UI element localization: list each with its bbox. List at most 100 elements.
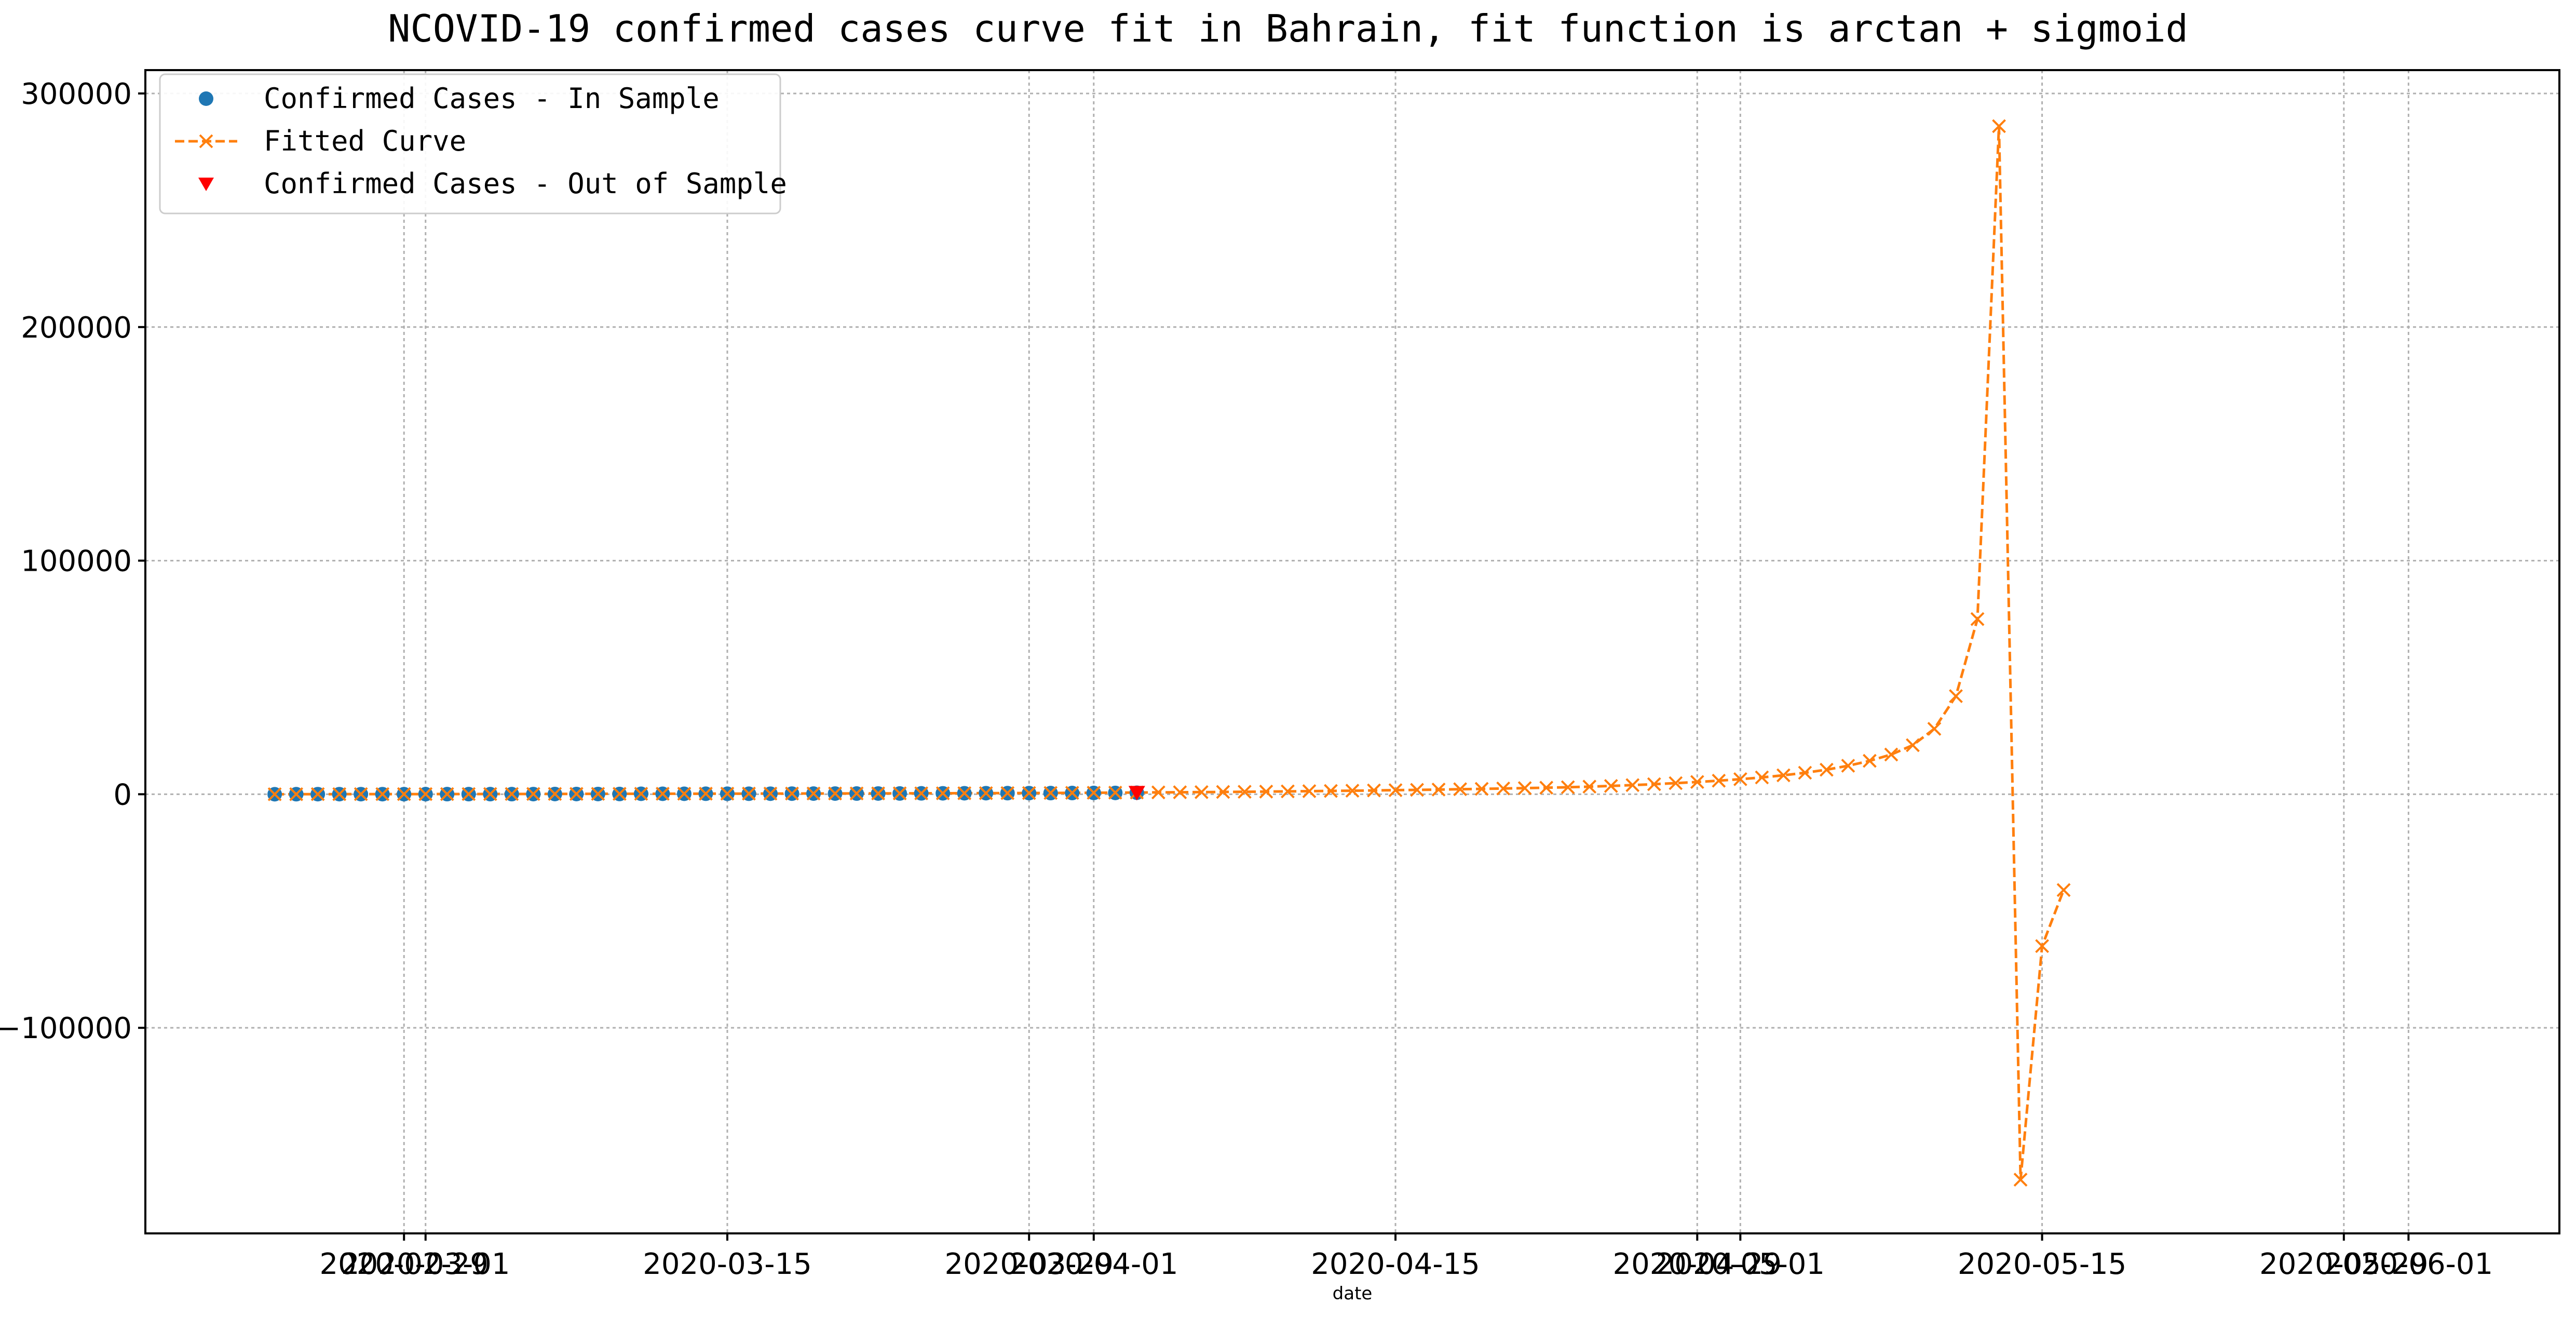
fitted-point [785, 786, 799, 801]
fitted-point [1927, 722, 1942, 736]
fitted-point [1690, 775, 1704, 789]
x-tick-label: 2020-04-29 [1613, 1247, 1782, 1281]
fitted-point [2035, 939, 2049, 953]
legend-marker-out-of-sample [198, 178, 214, 191]
legend-box [159, 73, 781, 214]
fitted-point [1259, 784, 1273, 799]
fitted-point [1087, 786, 1101, 800]
y-tick-label: 300000 [21, 77, 132, 111]
fitted-point [526, 787, 540, 801]
fitted-point [936, 786, 950, 800]
fitted-point [1281, 784, 1295, 799]
chart-title: NCOVID-19 confirmed cases curve fit in B… [388, 7, 2188, 50]
fitted-point [289, 787, 304, 801]
fitted-point [591, 787, 605, 801]
fitted-point [2013, 1173, 2028, 1187]
fitted-point [462, 787, 476, 801]
fitted-point [849, 786, 864, 801]
fitted-point [1194, 785, 1209, 799]
fitted-point [1539, 781, 1554, 795]
fitted-point [1474, 782, 1489, 796]
fitted-point [1431, 782, 1446, 797]
fitted-point [1496, 781, 1511, 796]
legend-marker-fitted [199, 134, 213, 149]
x-tick-label: 2020-03-15 [643, 1247, 811, 1281]
out-of-sample-point [1128, 786, 1145, 801]
fitted-point [1561, 780, 1575, 795]
fitted-point [310, 787, 325, 801]
fitted-point [1669, 776, 1683, 790]
fitted-point [957, 786, 972, 800]
fitted-point [871, 786, 886, 801]
fitted-point [742, 786, 756, 801]
y-tick-label: 0 [113, 778, 132, 812]
x-tick-label: 2020-03-29 [945, 1247, 1114, 1281]
fitted-point [1776, 768, 1791, 783]
fitted-point [332, 787, 347, 801]
fitted-point [1755, 770, 1769, 785]
fitted-point [1173, 785, 1187, 799]
fitted-point [1324, 784, 1338, 798]
fitted-point [1712, 773, 1726, 788]
fitted-point [612, 787, 627, 801]
fitted-point [634, 787, 648, 801]
fitted-point [979, 786, 993, 800]
fitted-point [375, 787, 390, 801]
legend-marker-in-sample [199, 91, 213, 106]
fitted-point [806, 786, 821, 801]
fitted-point [1345, 784, 1360, 798]
fitted-point [483, 787, 497, 801]
legend-x-marker [199, 134, 213, 149]
legend-label-out-of-sample: Confirmed Cases - Out of Sample [264, 167, 787, 200]
fitted-point [892, 786, 907, 801]
fitted-point [828, 786, 842, 801]
fitted-point [1237, 785, 1252, 799]
fitted-point [440, 787, 454, 801]
fitted-point [763, 786, 778, 801]
legend: Confirmed Cases - In Sample Fitted Curve… [159, 73, 787, 214]
fitted-point [1065, 786, 1079, 800]
x-tick-label: 2020-05-29 [2259, 1247, 2428, 1281]
fitted-point [505, 787, 519, 801]
fitted-point [1216, 785, 1230, 799]
fitted-point [1108, 785, 1122, 800]
fitted-point [699, 786, 713, 801]
fitted-point [1992, 119, 2006, 133]
fitted-point [1410, 783, 1424, 797]
x-tick-label: 2020-04-01 [1009, 1247, 1178, 1281]
fitted-point [1604, 778, 1618, 793]
fitted-point [1906, 738, 1920, 752]
y-tick-label: 100000 [21, 545, 132, 579]
x-tick-label: 2020-02-29 [319, 1247, 488, 1281]
plot-area [267, 119, 2071, 1187]
fitted-point [1043, 786, 1058, 800]
fitted-point [1863, 754, 1877, 768]
fitted-point [1388, 783, 1403, 797]
axes-frame [144, 69, 2560, 1234]
fitted-point [1733, 772, 1747, 786]
x-tick-label: 2020-05-15 [1958, 1247, 2126, 1281]
fitted-point [1949, 689, 1963, 703]
fitted-point [1819, 762, 1834, 777]
x-tick-label: 2020-04-15 [1311, 1247, 1480, 1281]
fitted-point [1582, 780, 1597, 794]
fitted-point [2056, 883, 2071, 897]
fitted-point [1151, 785, 1165, 800]
fitted-point [1970, 612, 1985, 626]
y-tick-label: 200000 [21, 311, 132, 345]
fitted-point [656, 786, 670, 801]
fitted-point [1798, 765, 1812, 780]
y-tick-label: −100000 [0, 1012, 132, 1045]
fitted-point [1841, 759, 1855, 773]
fitted-point [397, 787, 411, 801]
fitted-point [1302, 784, 1317, 798]
fitted-point [1367, 783, 1381, 798]
fitted-point [1000, 786, 1015, 800]
fitted-point [1517, 781, 1532, 796]
fitted-point [569, 787, 584, 801]
legend-label-fitted: Fitted Curve [264, 125, 466, 157]
x-tick-label: 2020-06-01 [2324, 1247, 2493, 1281]
fitted-point [677, 786, 692, 801]
